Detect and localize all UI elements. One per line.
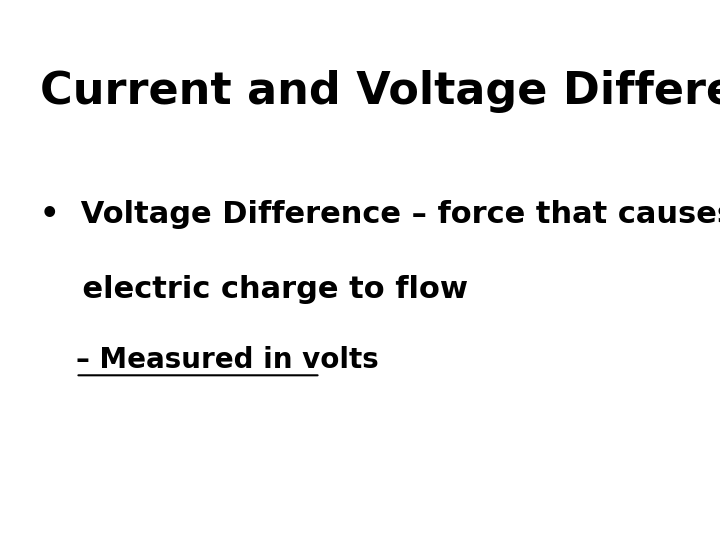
Text: Current and Voltage Difference: Current and Voltage Difference (40, 70, 720, 113)
Text: •  Voltage Difference – force that causes: • Voltage Difference – force that causes (40, 200, 720, 229)
Text: electric charge to flow: electric charge to flow (40, 275, 467, 305)
Text: – Measured in volts: – Measured in volts (76, 346, 378, 374)
